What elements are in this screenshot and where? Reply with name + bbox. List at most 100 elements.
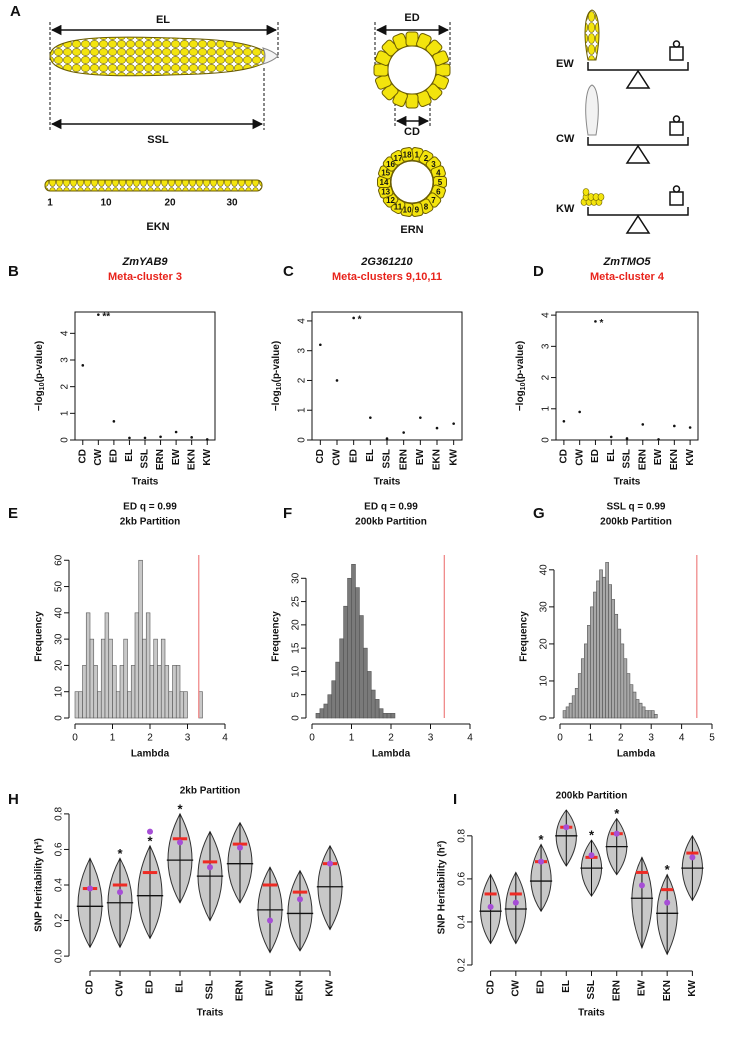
- chart-title: ZmTMO5: [602, 256, 651, 268]
- label: CD: [404, 126, 420, 138]
- row-label: 1: [415, 151, 420, 160]
- estimate-point: [117, 889, 123, 896]
- label: SSL: [147, 134, 169, 146]
- x-tick-label: ERN: [235, 980, 246, 1001]
- y-tick-label: 0: [297, 437, 308, 443]
- bar: [157, 665, 162, 719]
- y-label-sub: 10: [39, 382, 46, 390]
- label: ERN: [400, 224, 423, 236]
- y-label-part: (p-value): [271, 341, 282, 383]
- plot-frame: [74, 311, 216, 441]
- y-tick-label: 15: [291, 642, 302, 654]
- row-label: 14: [380, 178, 389, 187]
- y-tick-label: 30: [54, 633, 65, 645]
- y-tick-label: 60: [54, 554, 65, 566]
- y-tick-label: 50: [54, 581, 65, 593]
- bar: [145, 612, 151, 719]
- y-tick-label: 0.2: [457, 958, 468, 972]
- bar: [580, 658, 585, 719]
- point: [594, 320, 597, 323]
- x-tick-label: EKN: [662, 980, 673, 1001]
- x-tick-label: ED: [536, 980, 547, 994]
- estimate-point: [512, 899, 519, 906]
- y-label-part: −log: [271, 390, 282, 411]
- estimate-point: [267, 917, 273, 924]
- x-tick-label: ERN: [637, 449, 648, 470]
- x-axis-label: Lambda: [617, 749, 656, 760]
- x-tick-label: 4: [222, 733, 228, 744]
- x-tick-label: ED: [590, 449, 601, 463]
- bar: [104, 612, 110, 719]
- x-tick-label: ED: [145, 980, 156, 994]
- x-tick-label: 1: [349, 733, 355, 744]
- x-axis-label: Traits: [614, 477, 641, 488]
- estimate-point: [638, 882, 645, 889]
- point: [143, 436, 147, 440]
- ear: [49, 36, 267, 77]
- y-tick-label: 0: [60, 437, 71, 443]
- y-tick-label: 0.0: [54, 949, 65, 963]
- label: CW: [556, 133, 575, 145]
- bar: [620, 643, 625, 719]
- y-tick-label: 25: [291, 596, 302, 608]
- y-tick-label: 3: [60, 357, 71, 363]
- annotation: *: [358, 315, 362, 326]
- estimate-point: [538, 858, 545, 865]
- chart-title: 200kb Partition: [556, 791, 628, 802]
- x-axis-label: Traits: [132, 477, 159, 488]
- x-tick-label: ERN: [611, 980, 622, 1001]
- x-tick-label: KW: [325, 979, 336, 996]
- bar: [596, 580, 600, 719]
- row-label: 17: [394, 154, 403, 163]
- chart-title: ED q = 0.99: [364, 502, 418, 513]
- x-tick-label: CD: [77, 449, 88, 463]
- x-tick-label: EKN: [186, 449, 197, 470]
- weight-knob: [672, 115, 681, 123]
- bar: [602, 576, 606, 719]
- panel-letter: G: [533, 505, 545, 522]
- x-tick-label: CW: [574, 448, 585, 465]
- x-tick-label: EW: [653, 448, 664, 465]
- bar: [568, 702, 573, 719]
- plot-frame: [555, 311, 699, 441]
- annotation: *: [665, 862, 671, 877]
- point: [688, 426, 692, 429]
- y-tick-label: 10: [291, 665, 302, 677]
- x-tick-label: 0: [72, 733, 78, 744]
- x-tick-label: EKN: [432, 449, 443, 470]
- label: KW: [556, 203, 575, 215]
- bar: [641, 706, 646, 719]
- y-tick-label: 0.2: [54, 913, 65, 927]
- y-tick-label: 0.4: [457, 915, 468, 929]
- y-label-part: −log: [34, 390, 45, 411]
- x-tick-label: 1: [110, 733, 116, 744]
- y-axis-label: −log10(p-value): [271, 341, 283, 411]
- y-tick-label: 3: [541, 343, 552, 349]
- bar: [359, 615, 364, 719]
- point: [128, 436, 131, 440]
- bar: [153, 638, 158, 719]
- row-label: 7: [431, 196, 436, 205]
- point: [190, 436, 193, 439]
- bar: [331, 680, 336, 719]
- chart-subtitle: 200kb Partition: [600, 517, 672, 528]
- x-tick-label: SSL: [622, 449, 633, 468]
- label: ED: [404, 12, 419, 24]
- x-axis-label: Traits: [197, 1008, 224, 1019]
- chart-subtitle: Meta-cluster 3: [108, 271, 182, 283]
- label: 30: [226, 198, 238, 209]
- x-tick-label: EL: [124, 449, 135, 462]
- point: [435, 426, 439, 430]
- annotation: *: [539, 832, 545, 847]
- y-tick-label: 20: [291, 619, 302, 631]
- row-label: 16: [386, 160, 395, 169]
- chart-subtitle: Meta-cluster 4: [590, 271, 665, 283]
- x-tick-label: KW: [448, 448, 459, 465]
- point: [174, 430, 178, 434]
- estimate-point: [87, 885, 93, 892]
- y-tick-label: 0.8: [457, 828, 468, 842]
- bar: [93, 665, 98, 719]
- bar: [366, 671, 372, 719]
- point: [352, 316, 355, 320]
